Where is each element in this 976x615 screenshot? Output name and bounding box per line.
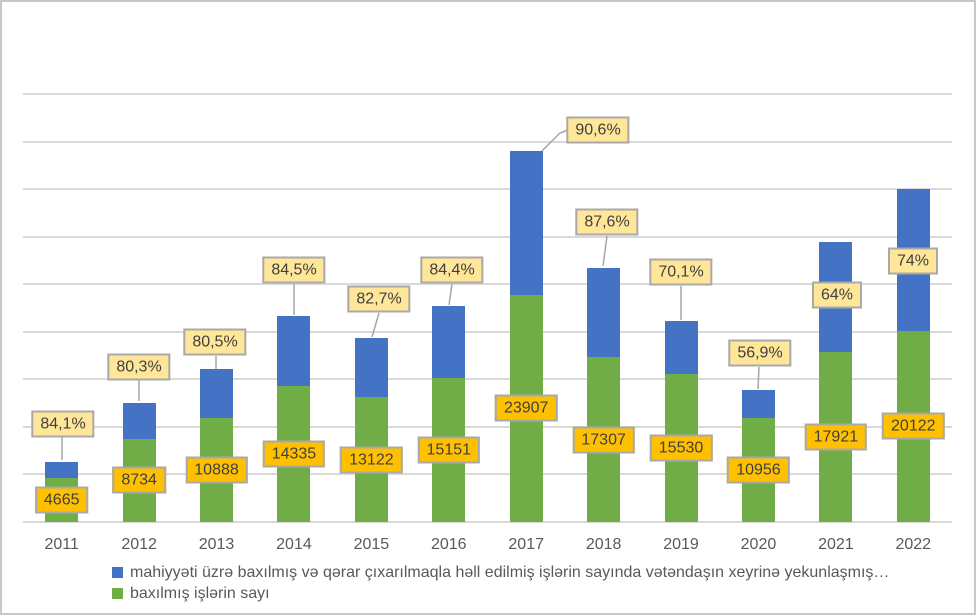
x-tick-2011: 2011	[44, 536, 79, 553]
value-label-2013: 10888	[185, 456, 248, 484]
legend-label-favor: mahiyyəti üzrə baxılmış və qərar çıxarıl…	[130, 563, 890, 581]
x-tick-2017: 2017	[508, 536, 544, 553]
value-label-2021: 17921	[804, 423, 868, 451]
bar-blue-2020	[741, 389, 775, 418]
bar-blue-2017	[509, 151, 543, 295]
legend-item-reviewed: baxılmış işlərin sayı	[112, 583, 972, 604]
legend-item-favor: mahiyyəti üzrə baxılmış və qərar çıxarıl…	[112, 562, 972, 583]
x-tick-2019: 2019	[663, 536, 699, 553]
value-label-2014: 14335	[262, 440, 326, 468]
x-tick-2021: 2021	[818, 536, 854, 553]
legend-swatch-green-icon	[112, 588, 123, 599]
value-label-2015: 13122	[340, 446, 403, 474]
bar-blue-2016	[432, 306, 466, 378]
legend-swatch-blue-icon	[112, 567, 123, 578]
legend: mahiyyəti üzrə baxılmış və qərar çıxarıl…	[112, 562, 972, 604]
value-label-2022: 20122	[882, 412, 945, 440]
legend-label-reviewed: baxılmış işlərin sayı	[130, 584, 270, 602]
value-label-2012: 8734	[112, 466, 166, 494]
x-tick-2015: 2015	[353, 536, 390, 553]
gridline-0	[23, 521, 952, 523]
x-axis: 2011 2012 2013 2014 2015 2016 2017 2018 2019 2020…	[23, 536, 952, 556]
bar-blue-2021	[819, 241, 853, 352]
value-label-2019: 15530	[649, 434, 713, 462]
gridline-20000	[23, 330, 952, 333]
value-label-2011: 4665	[34, 486, 89, 514]
plot-area: 4665 8734 10888 14335 13122 15151 23907 17307 15…	[23, 93, 952, 523]
gridline-10000	[23, 425, 952, 428]
x-tick-2022: 2022	[895, 536, 932, 553]
gridline-45000	[23, 93, 952, 95]
x-tick-2014: 2014	[276, 536, 312, 553]
x-tick-2013: 2013	[198, 536, 235, 553]
bar-blue-2013	[200, 369, 234, 419]
gridline-40000	[23, 140, 952, 143]
x-tick-2020: 2020	[740, 536, 777, 553]
gridline-30000	[23, 235, 952, 238]
value-label-2016: 15151	[417, 436, 481, 464]
bar-blue-2015	[354, 338, 388, 398]
bar-blue-2014	[277, 315, 311, 386]
gridline-35000	[23, 188, 952, 191]
gridline-5000	[23, 473, 952, 476]
gridline-25000	[23, 283, 952, 286]
x-tick-2018: 2018	[585, 536, 622, 553]
gridline-15000	[23, 378, 952, 381]
bar-blue-2019	[664, 320, 698, 375]
value-label-2020: 10956	[727, 456, 790, 484]
bar-blue-2018	[587, 267, 621, 358]
bar-blue-2012	[122, 402, 156, 439]
bar-blue-2011	[45, 461, 79, 478]
x-tick-2012: 2012	[121, 536, 157, 553]
x-tick-2016: 2016	[430, 536, 467, 553]
bar-blue-2022	[896, 189, 930, 331]
value-label-2018: 17307	[572, 426, 635, 454]
value-label-2017: 23907	[494, 394, 558, 422]
